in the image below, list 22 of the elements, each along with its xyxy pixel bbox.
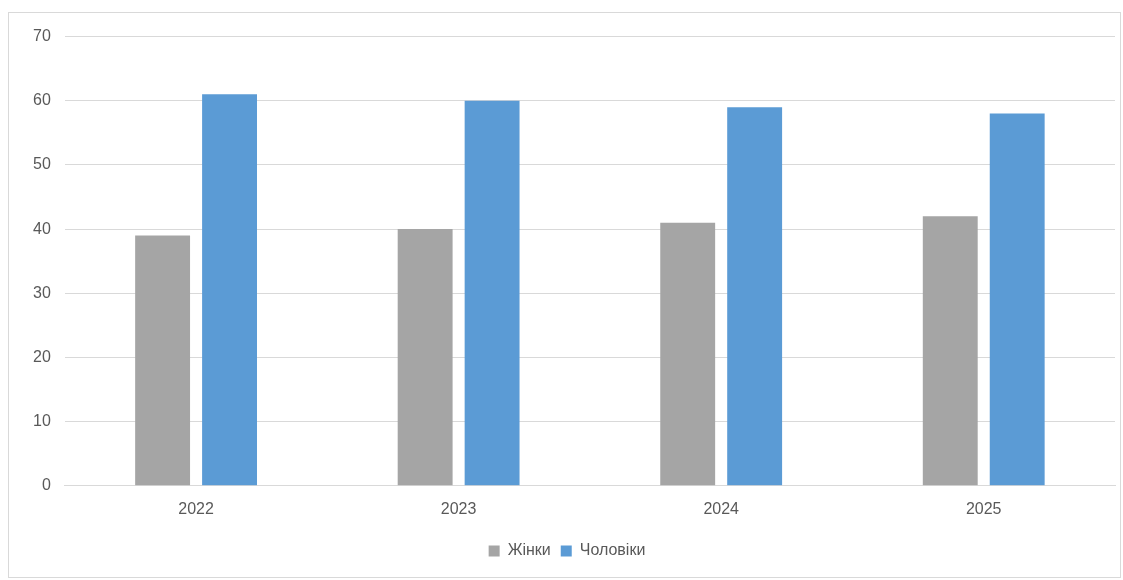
y-tick-label: 0 <box>41 476 51 494</box>
bar <box>989 113 1045 486</box>
bar <box>464 100 520 486</box>
x-tick-label: 2024 <box>703 499 740 517</box>
legend-label: Жінки <box>507 541 551 559</box>
bar <box>202 94 257 486</box>
y-tick-label: 40 <box>33 219 51 237</box>
bar <box>922 216 978 486</box>
bar <box>660 222 716 486</box>
bar <box>397 229 453 486</box>
x-tick-label: 2025 <box>965 499 1002 517</box>
bar <box>135 235 191 486</box>
x-tick-label: 2023 <box>440 499 477 517</box>
y-tick-label: 70 <box>33 27 51 45</box>
legend-label: Чоловіки <box>579 541 646 559</box>
y-tick-label: 30 <box>33 283 51 301</box>
y-tick-label: 60 <box>33 91 51 109</box>
y-tick-label: 20 <box>33 347 51 365</box>
bar <box>727 107 783 486</box>
y-tick-label: 50 <box>33 155 51 173</box>
x-tick-label: 2022 <box>178 499 214 517</box>
y-tick-label: 10 <box>33 412 51 430</box>
